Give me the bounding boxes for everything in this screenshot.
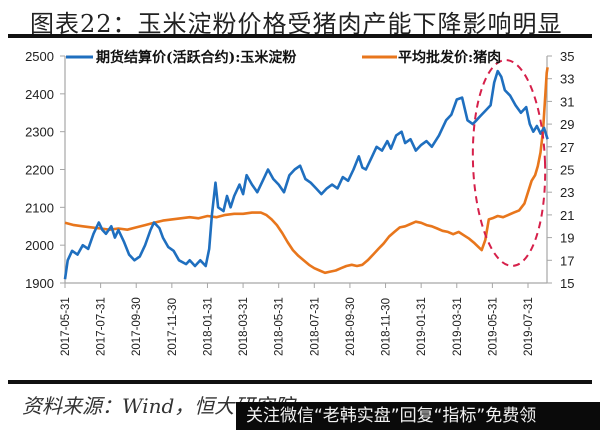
left-axis-tick-label: 2300 — [25, 125, 54, 140]
page-title: 图表22：玉米淀粉价格受猪肉产能下降影响明显 — [30, 10, 563, 38]
x-axis-tick-label: 2019-03-31 — [452, 297, 464, 356]
right-axis-tick-label: 25 — [560, 163, 574, 178]
x-axis-tick-label: 2017-07-31 — [96, 297, 108, 356]
x-axis-tick-label: 2018-03-31 — [238, 297, 250, 356]
left-axis-tick-label: 2200 — [25, 163, 54, 178]
x-axis-tick-label: 2018-05-31 — [274, 297, 286, 356]
right-axis-tick-label: 23 — [560, 185, 574, 200]
right-axis-ticks: 35 33 31 29 27 25 23 21 19 17 15 — [547, 49, 574, 291]
right-axis-tick-label: 33 — [560, 72, 574, 87]
right-axis-tick-label: 35 — [560, 49, 574, 64]
left-axis-tick-label: 2100 — [25, 200, 54, 215]
title-underline — [8, 34, 592, 38]
series-line-corn-starch — [63, 69, 549, 280]
x-axis-tick-label: 2017-09-30 — [131, 297, 143, 356]
left-axis-tick-label: 2500 — [25, 49, 54, 64]
right-axis-tick-label: 21 — [560, 208, 574, 223]
watermark-banner: 关注微信“老韩实盘”回复“指标”免费领 — [236, 402, 600, 430]
left-axis-ticks: 2500 2400 2300 2200 2100 2000 1900 — [25, 49, 65, 291]
legend-label-pork: 平均批发价:猪肉 — [398, 49, 501, 66]
x-axis-tick-label: 2018-01-31 — [202, 297, 214, 356]
right-axis-tick-label: 29 — [560, 117, 574, 132]
series-line-pork — [64, 67, 549, 275]
footer-rule — [8, 380, 592, 384]
x-axis-tick-label: 2019-07-31 — [523, 297, 535, 356]
legend-label-corn: 期货结算价(活跃合约):玉米淀粉 — [96, 49, 296, 66]
x-axis-tick-label: 2018-07-31 — [309, 297, 321, 356]
x-axis-tick-label: 2018-11-30 — [381, 298, 393, 356]
right-axis-tick-label: 31 — [560, 94, 574, 109]
left-axis-tick-label: 2400 — [25, 87, 54, 102]
legend: 期货结算价(活跃合约):玉米淀粉 平均批发价:猪肉 — [66, 49, 501, 66]
right-axis-tick-label: 27 — [560, 140, 574, 155]
left-axis-tick-label: 1900 — [25, 276, 54, 291]
right-axis-tick-label: 17 — [560, 253, 574, 268]
x-axis-tick-label: 2017-11-30 — [167, 298, 179, 356]
x-axis-ticks: 2017-05-31 2017-07-31 2017-09-30 2017-11-30… — [60, 283, 535, 356]
left-axis-tick-label: 2000 — [25, 238, 54, 253]
x-axis-tick-label: 2018-09-30 — [345, 297, 357, 356]
x-axis-tick-label: 2017-05-31 — [60, 297, 72, 356]
right-axis-tick-label: 19 — [560, 231, 574, 246]
dual-axis-line-chart: 2500 2400 2300 2200 2100 2000 1900 35 33 31 29 27 2… — [25, 49, 574, 356]
x-axis-tick-label: 2019-01-31 — [416, 297, 428, 356]
x-axis-tick-label: 2019-05-31 — [487, 297, 499, 356]
highlight-ellipse — [471, 59, 547, 267]
right-axis-tick-label: 15 — [560, 276, 574, 291]
